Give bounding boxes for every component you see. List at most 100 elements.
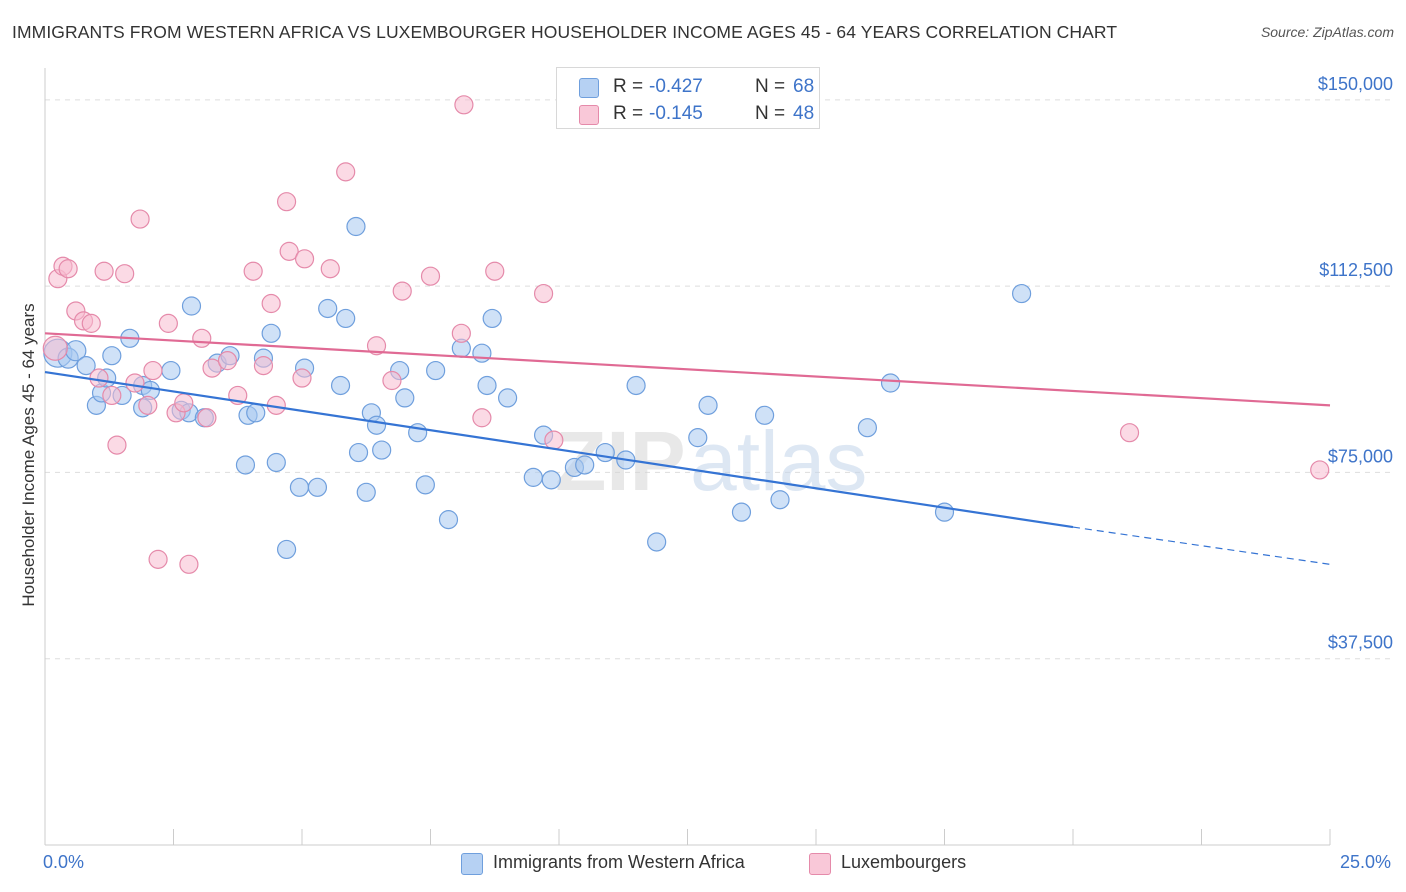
pink-swatch-icon — [809, 853, 831, 875]
blue-data-point — [261, 323, 281, 343]
blue-data-point — [541, 470, 561, 490]
blue-swatch-icon — [461, 853, 483, 875]
pink-data-point — [392, 281, 412, 301]
r-label: R = — [613, 103, 644, 124]
blue-data-point — [1011, 283, 1032, 304]
points-layer — [42, 95, 1330, 574]
trend-layer — [44, 332, 1331, 565]
pink-data-point — [107, 435, 127, 455]
pink-data-point — [1119, 423, 1140, 443]
blue-data-point — [626, 375, 646, 396]
pink-data-point — [174, 393, 194, 413]
pink-data-point — [533, 283, 554, 304]
correlation-legend: R = -0.427 N = 68 R = -0.145 N = 48 — [556, 67, 820, 129]
pink-data-point — [454, 95, 474, 115]
blue-data-point — [102, 346, 122, 366]
blue-data-point — [415, 475, 435, 495]
blue-trend-line — [44, 370, 1074, 529]
blue-data-point — [395, 388, 415, 408]
axis-layer: $37,500 $75,000 $112,500 $150,000 — [44, 68, 1393, 846]
blue-data-point — [575, 455, 595, 475]
pink-data-point — [115, 264, 135, 284]
pink-data-point — [253, 356, 274, 376]
blue-data-point — [731, 502, 752, 522]
blue-data-point — [161, 360, 181, 381]
grid-layer — [45, 99, 1392, 660]
pink-data-point — [89, 368, 109, 388]
blue-data-point — [346, 216, 366, 237]
pink-data-point — [202, 358, 222, 378]
blue-data-point — [523, 467, 543, 487]
pink-data-point — [320, 259, 340, 279]
pink-data-point — [420, 266, 441, 286]
pink-data-point — [192, 328, 212, 348]
blue-data-point — [688, 428, 708, 448]
pink-trend-line — [44, 332, 1331, 407]
n-label: N = — [755, 76, 786, 97]
pink-data-point — [336, 162, 356, 182]
r-label: R = — [613, 76, 644, 97]
blue-data-point — [698, 395, 718, 415]
blue-data-point — [76, 356, 96, 376]
blue-data-point — [770, 490, 790, 510]
blue-data-point — [336, 308, 356, 329]
y-tick-label: $37,500 — [1328, 633, 1393, 653]
source-credit: Source: ZipAtlas.com — [1260, 24, 1394, 40]
blue-data-point — [438, 510, 459, 530]
legend-label: Immigrants from Western Africa — [493, 852, 745, 872]
blue-data-point — [426, 360, 446, 381]
blue-data-point — [330, 375, 351, 396]
blue-data-point — [348, 442, 369, 463]
blue-data-point — [472, 343, 492, 363]
blue-data-point — [647, 532, 667, 552]
blue-data-point — [754, 405, 775, 425]
pink-data-point — [143, 360, 163, 381]
pink-data-point — [81, 313, 101, 333]
pink-data-point — [130, 209, 150, 229]
y-axis-label: Householder Income Ages 45 - 64 years — [19, 303, 38, 606]
pink-data-point — [292, 368, 312, 388]
pink-data-point — [42, 335, 68, 361]
blue-swatch-icon — [579, 78, 599, 98]
blue-data-point — [857, 418, 878, 438]
x-axis-max-label: 25.0% — [1340, 852, 1392, 872]
pink-data-point — [472, 408, 492, 428]
pink-data-point — [125, 373, 145, 393]
pink-data-point — [94, 261, 114, 281]
legend-label: Luxembourgers — [841, 852, 967, 872]
blue-trend-extension — [1072, 526, 1331, 565]
blue-data-point — [266, 452, 286, 473]
y-tick-label: $150,000 — [1318, 74, 1393, 94]
blue-data-point — [498, 388, 518, 408]
blue-data-point — [289, 477, 310, 497]
blue-data-point — [246, 403, 266, 423]
pink-data-point — [58, 259, 78, 279]
pink-data-point — [451, 323, 471, 343]
n-value: 68 — [793, 76, 815, 97]
pink-data-point — [261, 293, 281, 314]
blue-data-point — [366, 415, 387, 435]
blue-data-point — [181, 296, 202, 316]
pink-data-point — [217, 351, 238, 371]
blue-data-point — [880, 373, 901, 393]
pink-data-point — [243, 261, 263, 281]
pink-data-point — [148, 549, 168, 569]
blue-data-point — [482, 308, 502, 329]
r-value: -0.145 — [649, 103, 703, 124]
x-axis-min-label: 0.0% — [43, 852, 85, 872]
blue-data-point — [372, 440, 392, 460]
pink-data-point — [1310, 460, 1330, 480]
n-value: 48 — [793, 103, 815, 124]
pink-data-point — [366, 336, 387, 356]
pink-data-point — [279, 241, 299, 261]
blue-data-point — [356, 482, 376, 502]
pink-data-point — [276, 192, 297, 212]
pink-data-point — [485, 261, 505, 281]
pink-data-point — [294, 249, 315, 269]
pink-data-point — [138, 395, 158, 415]
blue-data-point — [595, 442, 615, 463]
r-value: -0.427 — [649, 76, 703, 97]
blue-data-point — [318, 298, 338, 319]
y-tick-label: $75,000 — [1328, 446, 1393, 466]
pink-data-point — [158, 313, 178, 333]
